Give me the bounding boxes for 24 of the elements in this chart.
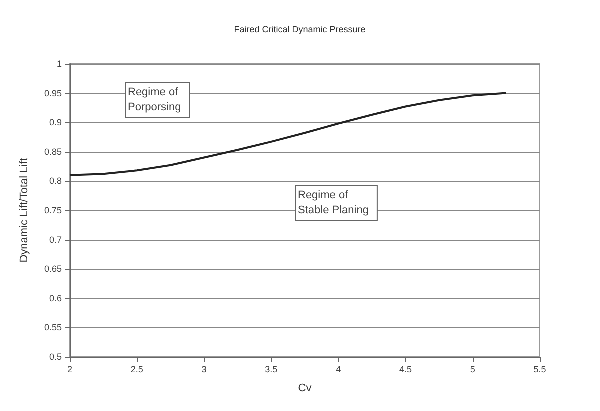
y-tick-label: 1 [56, 59, 62, 69]
y-tick-label: 0.6 [49, 293, 62, 304]
y-tick-label: 0.95 [44, 88, 62, 98]
y-tick-label: 0.8 [49, 176, 62, 186]
annotation: Regime of Porporsing [128, 86, 182, 114]
y-tick-label: 0.65 [44, 264, 62, 274]
y-tick-label: 0.5 [49, 352, 62, 362]
x-tick-label: 3 [202, 364, 207, 374]
x-axis-title: Cv [298, 382, 312, 394]
x-tick-label: 5.5 [534, 364, 546, 374]
y-tick-label: 0.75 [44, 206, 62, 216]
x-tick-label: 2.5 [130, 364, 144, 374]
annotation: Regime of Stable Planing [298, 190, 369, 216]
x-tick-label: 3.5 [265, 364, 278, 374]
x-tick-label: 2 [67, 364, 73, 374]
y-tick-label: 0.55 [44, 322, 62, 333]
chart-title: Faired Critical Dynamic Pressure [234, 24, 366, 34]
y-tick-label: 0.7 [49, 234, 62, 245]
y-tick-label: 0.9 [49, 118, 62, 128]
x-tick-label: 4.5 [399, 364, 412, 374]
x-tick-label: 4 [336, 364, 342, 374]
x-tick-label: 5 [470, 364, 476, 374]
y-tick-label: 0.85 [44, 146, 62, 157]
y-axis-title: Dynamic Lift/Total Lift [18, 158, 30, 263]
